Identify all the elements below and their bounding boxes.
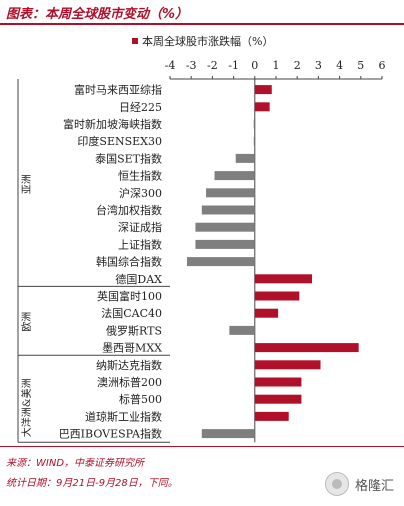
category-label: 韩国综合指数 [96,255,162,269]
bar [206,188,255,198]
bar [254,85,272,95]
bar [254,411,289,421]
category-label: 富时新加坡海峡指数 [63,117,162,131]
bar [254,308,279,318]
category-label: 纳斯达克指数 [96,358,162,372]
category-label: 富时马来西亚综指 [74,83,162,97]
x-tick-label: -3 [186,59,197,72]
category-label: 俄罗斯RTS [106,324,162,337]
bar [254,360,321,370]
chart-title: 图表：本周全球股市变动（%） [6,7,189,22]
bar [254,102,270,112]
category-label: 印度SENSEX30 [77,134,162,148]
category-label: 日经225 [119,101,162,114]
x-tick-label: 2 [294,59,301,72]
category-label: 沪深300 [119,186,162,200]
bar [186,257,255,267]
category-label: 恒生指数 [118,169,162,183]
bar [254,377,302,387]
bar [254,343,359,353]
footer-rule [0,446,404,447]
category-label: 法国CAC40 [101,306,162,320]
legend-label: 本周全球股市涨跌幅（%） [142,34,273,48]
bar [254,394,302,404]
category-label: 英国富时100 [97,289,162,303]
x-tick-label: -4 [165,59,176,72]
bar [254,291,300,301]
x-tick-label: 0 [251,59,258,72]
group-label: 欧洲 [21,312,33,332]
period-note: 统计日期：9月21日-9月28日，下同。 [6,478,178,489]
category-label: 墨西哥MXX [102,342,162,355]
x-tick-label: 1 [273,59,280,72]
title-bar: 图表：本周全球股市变动（%） [0,0,404,25]
bar [235,153,255,163]
category-label: 台湾加权指数 [96,203,162,217]
x-tick-label: 6 [379,59,386,72]
bar [214,171,255,181]
title-rule [0,23,404,25]
x-tick-label: -1 [228,59,239,72]
category-label: 德国DAX [115,272,162,286]
category-label: 上证指数 [118,237,162,251]
category-label: 巴西IBOVESPA指数 [59,427,162,441]
x-tick-label: 3 [315,59,322,72]
x-tick-label: 4 [336,59,343,72]
bar [253,136,255,146]
category-label: 泰国SET指数 [95,151,162,165]
watermark: 格隆汇 [324,472,394,496]
bar [195,239,255,249]
x-tick-label: 5 [357,59,364,72]
bar [201,429,255,439]
source-note: 来源：WIND，中泰证券研究所 [6,458,145,469]
category-label: 澳洲标普200 [97,375,162,389]
category-label: 道琼斯工业指数 [85,409,162,423]
chart: 本周全球股市涨跌幅（%） -4 -3 -2 -1 0 1 2 3 4 5 6 富时马来西亚综指日经225… [17,34,386,443]
legend-swatch [132,38,138,44]
group-label: 大洋洲&美洲 [20,378,33,437]
watermark-text: 格隆汇 [354,478,394,494]
bar [253,119,255,129]
wechat-icon [324,472,349,496]
bar [229,325,255,335]
x-tick-label: -2 [207,59,218,72]
category-label: 深证成指 [118,220,162,234]
bar [254,274,313,284]
category-label: 标普500 [119,392,162,406]
group-label: 亚洲 [21,174,33,194]
bar [201,205,255,215]
bar [195,222,255,232]
